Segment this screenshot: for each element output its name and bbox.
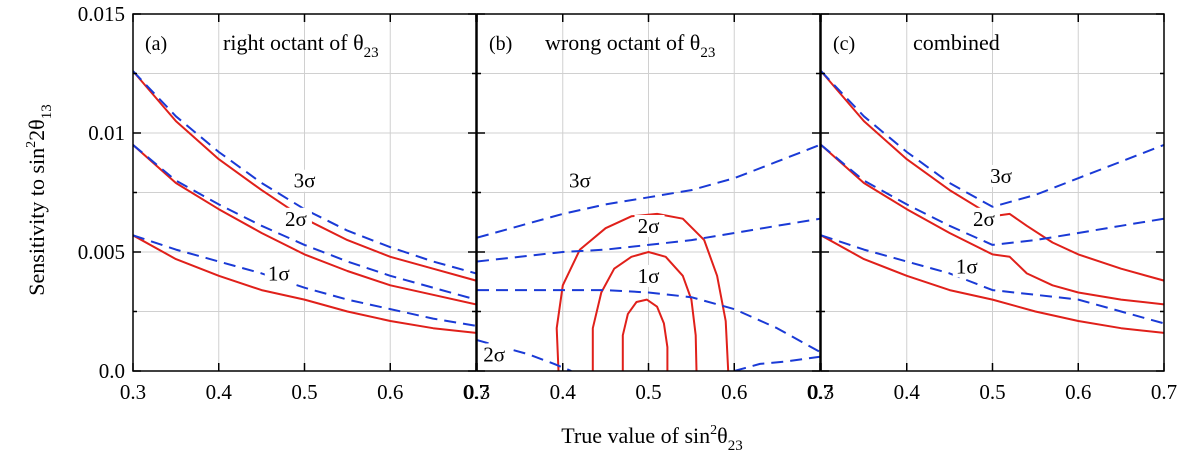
- x-tick-label: 0.5: [291, 380, 317, 404]
- chart-panel: 0.3 0.4 0.5 0.6 0.7 (b) wrong octant of θ23 3σ 2…: [464, 13, 833, 404]
- panel-title: wrong octant of θ23: [545, 30, 715, 61]
- curve-label: 1σ: [268, 262, 290, 286]
- x-tick-label: 0.6: [1065, 380, 1091, 404]
- curve-label: 3σ: [294, 169, 316, 193]
- panel-title-text: wrong octant of θ: [545, 30, 700, 55]
- curve-label-backdrop: [565, 169, 596, 192]
- y-tick-label: 0.015: [78, 2, 125, 26]
- x-tick-label: 0.5: [635, 380, 661, 404]
- panel-title-subscript: 23: [364, 45, 379, 61]
- dashed-curve: [477, 217, 820, 263]
- panel-tag: (a): [145, 33, 167, 55]
- solid-curve: [133, 234, 476, 334]
- chart-panel: 0.3 0.4 0.5 0.6 0.7 (c) combined 3σ 2σ 1σ: [808, 13, 1177, 404]
- panel-tag: (c): [833, 33, 855, 55]
- dashed-curve: [821, 234, 1164, 325]
- panels: 0.3 0.4 0.5 0.6 0.7 0.0 0.005 0.01 0.015 (a) right…: [78, 2, 1177, 404]
- curve-label: 2σ: [973, 207, 995, 231]
- panel-title: combined: [913, 30, 1000, 55]
- curve-label-backdrop: [969, 207, 1000, 230]
- dashed-curve: [477, 289, 820, 353]
- panel-title-subscript: 23: [700, 45, 715, 61]
- x-tick-label: 0.4: [550, 380, 577, 404]
- x-tick-label: 0.3: [808, 380, 834, 404]
- curve-label: 1σ: [638, 264, 660, 288]
- x-tick-label: 0.3: [120, 380, 146, 404]
- panel-title-text: right octant of θ: [223, 30, 364, 55]
- series-group: [821, 70, 1164, 334]
- solid-curve: [133, 144, 476, 306]
- x-axis-title: True value of sin2θ23: [561, 423, 742, 454]
- curve-label: 3σ: [990, 164, 1012, 188]
- x-tick-label: 0.7: [807, 380, 833, 404]
- curve-label: 2σ: [483, 342, 505, 366]
- x-tick-label: 0.7: [463, 380, 489, 404]
- solid-curve: [821, 234, 1164, 334]
- y-tick-label: 0.01: [88, 121, 125, 145]
- curve-label-backdrop: [264, 262, 295, 285]
- solid-curve: [621, 298, 669, 371]
- solid-curve: [821, 70, 1164, 282]
- curve-label-backdrop: [634, 214, 665, 237]
- dashed-curve: [734, 355, 820, 371]
- curve-label: 2σ: [638, 214, 660, 238]
- curve-label-backdrop: [634, 264, 665, 287]
- dashed-curve: [133, 70, 476, 275]
- y-tick-label: 0.005: [78, 240, 125, 264]
- dashed-curve: [477, 339, 572, 371]
- dashed-curve: [133, 234, 476, 327]
- curve-label: 2σ: [285, 207, 307, 231]
- dashed-curve: [821, 144, 1164, 246]
- dashed-curve: [821, 70, 1164, 208]
- curve-label-backdrop: [281, 207, 312, 230]
- x-tick-label: 0.5: [979, 380, 1005, 404]
- y-axis-title: Sensitivity to sin22θ13: [24, 104, 55, 295]
- x-tick-label: 0.6: [721, 380, 747, 404]
- curve-label-backdrop: [987, 164, 1018, 187]
- curve-label-backdrop: [952, 255, 983, 278]
- curve-label: 3σ: [569, 169, 591, 193]
- x-tick-label: 0.7: [1151, 380, 1177, 404]
- curve-label-backdrop: [480, 343, 511, 366]
- panel-title: right octant of θ23: [223, 30, 379, 61]
- curve-label: 1σ: [956, 254, 978, 278]
- solid-curve: [821, 144, 1164, 306]
- panel-tag: (b): [489, 33, 512, 55]
- x-tick-label: 0.3: [464, 380, 490, 404]
- dashed-curve: [477, 143, 820, 239]
- series-group: [477, 143, 820, 371]
- dashed-curve: [133, 144, 476, 301]
- curve-label-backdrop: [290, 169, 321, 192]
- panel-title-text: combined: [913, 30, 1000, 55]
- x-tick-label: 0.4: [894, 380, 921, 404]
- solid-curve: [591, 251, 698, 371]
- chart-panel: 0.3 0.4 0.5 0.6 0.7 0.0 0.005 0.01 0.015 (a) right…: [78, 2, 489, 404]
- x-tick-label: 0.4: [206, 380, 233, 404]
- y-tick-label: 0.0: [99, 359, 125, 383]
- x-tick-label: 0.6: [377, 380, 403, 404]
